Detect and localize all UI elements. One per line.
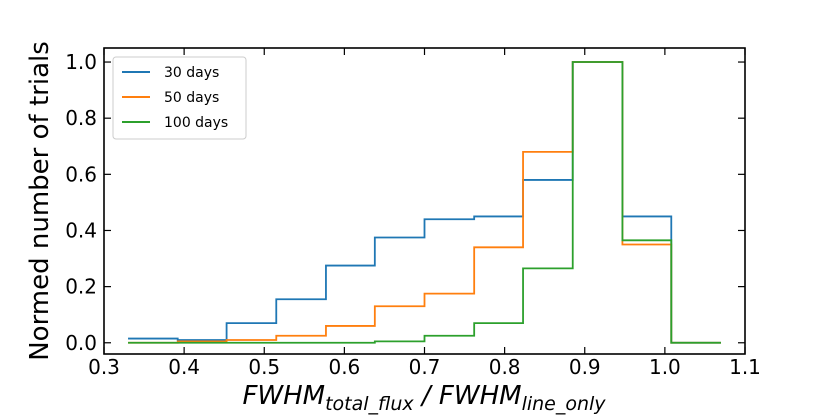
plot-area [128, 61, 721, 344]
x-tick-label: 0.5 [248, 355, 280, 379]
legend-label: 30 days [164, 65, 219, 81]
x-axis-label-sep: / FWHM [414, 381, 522, 411]
x-tick-label: 0.3 [88, 355, 120, 379]
x-tick-label: 0.8 [489, 355, 521, 379]
x-axis-label-sub2: line_only [522, 393, 607, 415]
legend: 30 days 50 days 100 days [112, 56, 247, 140]
x-axis-label-main: FWHM [242, 381, 325, 411]
plot-frame [103, 47, 746, 355]
y-tick-label: 0.8 [65, 106, 97, 130]
x-tick-label: 0.4 [168, 355, 200, 379]
y-tick-label: 0.4 [65, 218, 97, 242]
x-axis-label-sub1: total_flux [325, 393, 414, 415]
y-tick-label: 1.0 [65, 50, 97, 74]
y-axis: 0.0 0.2 0.4 0.6 0.8 1.0 [65, 50, 745, 355]
x-tick-label: 0.6 [328, 355, 360, 379]
x-tick-label: 1.1 [729, 355, 761, 379]
x-axis-label: FWHMtotal_flux / FWHMline_only [242, 381, 606, 415]
series-line-100-days [128, 61, 721, 344]
x-axis: 0.3 0.4 0.5 0.6 0.7 0.8 0.9 1.0 1.1 [88, 48, 761, 379]
legend-box [112, 56, 247, 140]
x-tick-label: 1.0 [649, 355, 681, 379]
legend-label: 100 days [164, 115, 228, 131]
x-tick-label: 0.9 [569, 355, 601, 379]
y-tick-label: 0.2 [65, 275, 97, 299]
x-tick-label: 0.7 [409, 355, 441, 379]
y-axis-label: Normed number of trials [25, 41, 55, 361]
legend-label: 50 days [164, 90, 219, 106]
y-tick-label: 0.6 [65, 162, 97, 186]
y-tick-label: 0.0 [65, 331, 97, 355]
